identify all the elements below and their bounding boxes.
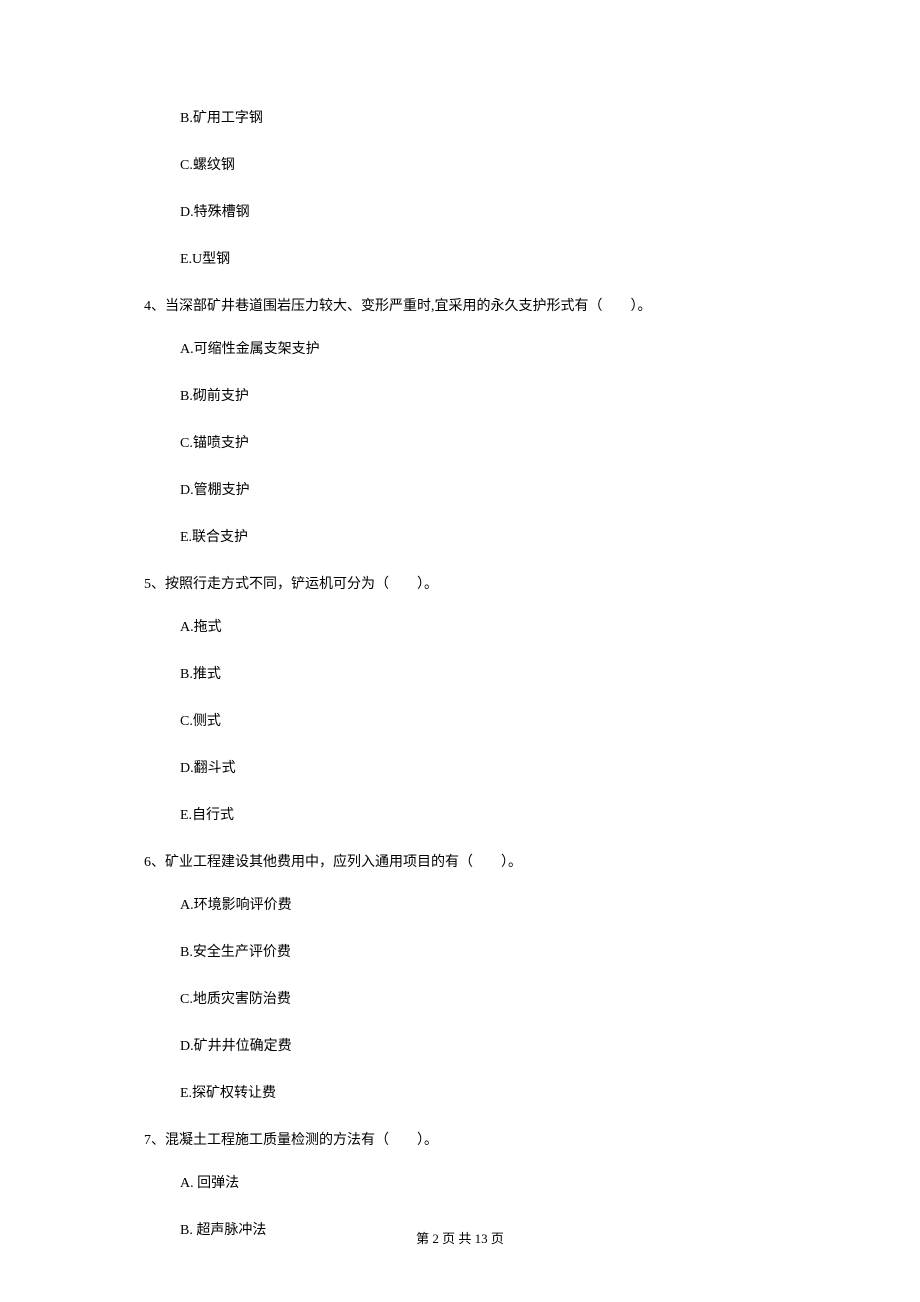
option: B.推式 (180, 664, 790, 685)
document-content: B.矿用工字钢 C.螺纹钢 D.特殊槽钢 E.U型钢 4、当深部矿井巷道围岩压力… (0, 108, 920, 1241)
option: E.U型钢 (180, 249, 790, 270)
option: E.自行式 (180, 805, 790, 826)
option: B.安全生产评价费 (180, 942, 790, 963)
question-stem: 混凝土工程施工质量检测的方法有（ ）。 (165, 1133, 438, 1148)
option: E.探矿权转让费 (180, 1083, 790, 1104)
question-number: 6、 (144, 855, 165, 870)
question-5: 5、按照行走方式不同，铲运机可分为（ ）。 A.拖式 B.推式 C.侧式 D.翻… (180, 574, 790, 826)
option: A. 回弹法 (180, 1173, 790, 1194)
option: B.矿用工字钢 (180, 108, 790, 129)
option: D.翻斗式 (180, 758, 790, 779)
option: A.可缩性金属支架支护 (180, 339, 790, 360)
question-3-partial: B.矿用工字钢 C.螺纹钢 D.特殊槽钢 E.U型钢 (180, 108, 790, 270)
question-text: 4、当深部矿井巷道围岩压力较大、变形严重时,宜采用的永久支护形式有（ ）。 (144, 296, 790, 317)
option: D.特殊槽钢 (180, 202, 790, 223)
option: B.砌前支护 (180, 386, 790, 407)
option: A.环境影响评价费 (180, 895, 790, 916)
question-stem: 矿业工程建设其他费用中，应列入通用项目的有（ ）。 (165, 855, 522, 870)
question-text: 7、混凝土工程施工质量检测的方法有（ ）。 (144, 1130, 790, 1151)
option: C.侧式 (180, 711, 790, 732)
page-number: 第 2 页 共 13 页 (416, 1231, 504, 1246)
question-stem: 当深部矿井巷道围岩压力较大、变形严重时,宜采用的永久支护形式有（ ）。 (165, 299, 652, 314)
option: C.螺纹钢 (180, 155, 790, 176)
question-text: 6、矿业工程建设其他费用中，应列入通用项目的有（ ）。 (144, 852, 790, 873)
option: D.管棚支护 (180, 480, 790, 501)
question-number: 4、 (144, 299, 165, 314)
question-6: 6、矿业工程建设其他费用中，应列入通用项目的有（ ）。 A.环境影响评价费 B.… (180, 852, 790, 1104)
question-7: 7、混凝土工程施工质量检测的方法有（ ）。 A. 回弹法 B. 超声脉冲法 (180, 1130, 790, 1241)
question-stem: 按照行走方式不同，铲运机可分为（ ）。 (165, 577, 438, 592)
question-number: 5、 (144, 577, 165, 592)
option: D.矿井井位确定费 (180, 1036, 790, 1057)
option: C.地质灾害防治费 (180, 989, 790, 1010)
question-4: 4、当深部矿井巷道围岩压力较大、变形严重时,宜采用的永久支护形式有（ ）。 A.… (180, 296, 790, 548)
question-number: 7、 (144, 1133, 165, 1148)
option: C.锚喷支护 (180, 433, 790, 454)
option: E.联合支护 (180, 527, 790, 548)
question-text: 5、按照行走方式不同，铲运机可分为（ ）。 (144, 574, 790, 595)
option: A.拖式 (180, 617, 790, 638)
page-footer: 第 2 页 共 13 页 (0, 1228, 920, 1247)
